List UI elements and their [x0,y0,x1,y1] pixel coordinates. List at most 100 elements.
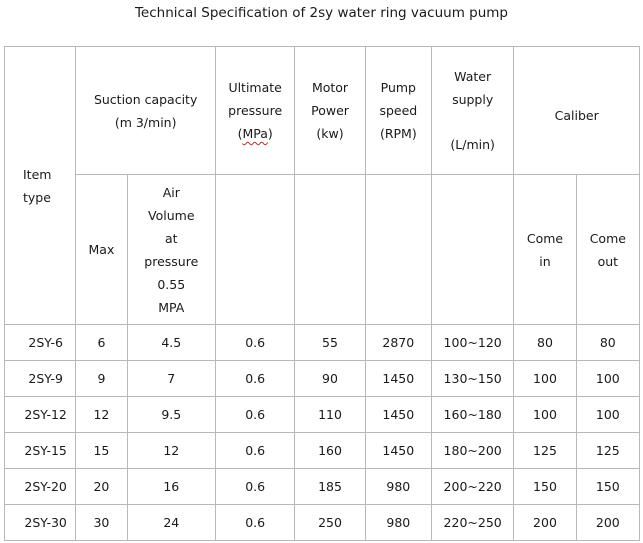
header-caliber: Caliber [513,46,640,175]
cell-max: 30 [75,504,128,541]
header-item-type: Item type [3,46,77,325]
header-suction-capacity: Suction capacity (m 3/min) [75,46,216,175]
header-air-line1: Air [162,184,180,200]
table-row: 2SY-30 30 24 0.6 250 980 220~250 200 200 [3,504,641,541]
header-motor-line2: Power [311,103,349,118]
cell-speed: 1450 [364,432,432,469]
header-speed-line2: speed [379,103,418,118]
spec-table: Item type Suction capacity (m 3/min) Ult… [3,46,641,541]
header-item-type-line1: Item [23,166,52,182]
cell-motor: 250 [294,504,366,541]
header-water-line1: Water [454,69,492,84]
cell-max: 15 [75,432,128,469]
cell-item: 2SY-6 [3,324,77,361]
header-water-unit: (L/min) [450,137,495,152]
header-come-out: Come out [575,174,641,325]
cell-speed: 2870 [364,324,432,361]
header-blank-water [430,174,515,325]
cell-come-out: 125 [575,432,641,469]
header-water-supply: Water supply (L/min) [430,46,515,175]
cell-come-in: 150 [513,468,577,505]
header-suction-capacity-line1: Suction capacity [93,91,198,107]
cell-come-out: 150 [575,468,641,505]
cell-motor: 55 [294,324,366,361]
cell-ultimate: 0.6 [214,324,296,361]
cell-motor: 185 [294,468,366,505]
table-row: 2SY-15 15 12 0.6 160 1450 180~200 125 12… [3,432,641,469]
header-ultimate-line1: Ultimate [228,80,282,95]
header-speed-line1: Pump [380,80,416,95]
cell-water: 130~150 [430,360,515,397]
cell-max: 20 [75,468,128,505]
cell-item: 2SY-30 [3,504,77,541]
cell-water: 160~180 [430,396,515,433]
header-motor-line3: (kw) [316,126,344,141]
cell-water: 100~120 [430,324,515,361]
cell-water: 180~200 [430,432,515,469]
table-row: 2SY-6 6 4.5 0.6 55 2870 100~120 80 80 [3,324,641,361]
cell-max: 9 [75,360,128,397]
cell-come-in: 80 [513,324,577,361]
table-row: 2SY-20 20 16 0.6 185 980 200~220 150 150 [3,468,641,505]
header-motor-line1: Motor [311,80,349,95]
cell-water: 200~220 [430,468,515,505]
cell-come-out: 80 [575,324,641,361]
cell-air: 9.5 [126,396,216,433]
cell-motor: 90 [294,360,366,397]
header-blank-motor [294,174,366,325]
header-ultimate-unit: (MPa) [237,126,273,141]
header-caliber-label: Caliber [554,108,599,123]
cell-speed: 1450 [364,360,432,397]
header-max: Max [75,174,128,325]
cell-air: 16 [126,468,216,505]
cell-ultimate: 0.6 [214,360,296,397]
header-water-line2: supply [452,92,494,107]
header-air-line3: at [164,230,178,246]
cell-motor: 160 [294,432,366,469]
cell-come-in: 100 [513,360,577,397]
cell-item: 2SY-20 [3,468,77,505]
header-air-line2: Volume [148,207,195,223]
cell-air: 7 [126,360,216,397]
cell-come-out: 100 [575,396,641,433]
header-suction-capacity-line2: (m 3/min) [114,114,177,130]
header-ultimate-pressure: Ultimate pressure (MPa) [214,46,296,175]
cell-ultimate: 0.6 [214,396,296,433]
header-pump-speed: Pump speed (RPM) [364,46,432,175]
cell-motor: 110 [294,396,366,433]
cell-ultimate: 0.6 [214,504,296,541]
cell-air: 24 [126,504,216,541]
header-come-out-line2: out [597,253,619,269]
header-motor-power: Motor Power (kw) [294,46,366,175]
header-row-2: Max Air Volume at pressure 0.55 MPA Come… [5,174,641,325]
header-blank-speed [364,174,432,325]
cell-item: 2SY-15 [3,432,77,469]
cell-speed: 980 [364,468,432,505]
cell-speed: 980 [364,504,432,541]
header-air-line6: MPA [158,299,185,315]
header-come-out-line1: Come [589,230,626,246]
cell-ultimate: 0.6 [214,432,296,469]
cell-ultimate: 0.6 [214,468,296,505]
cell-come-out: 200 [575,504,641,541]
header-come-in: Come in [513,174,577,325]
table-row: 2SY-9 9 7 0.6 90 1450 130~150 100 100 [3,360,641,397]
header-air-volume: Air Volume at pressure 0.55 MPA [126,174,216,325]
cell-max: 6 [75,324,128,361]
cell-come-in: 100 [513,396,577,433]
header-blank-ultimate [214,174,296,325]
header-come-in-line2: in [539,253,551,269]
header-row-1: Item type Suction capacity (m 3/min) Ult… [3,46,640,325]
cell-come-in: 200 [513,504,577,541]
cell-speed: 1450 [364,396,432,433]
header-ultimate-unit-text: MPa [242,126,268,141]
header-air-line4: pressure [144,253,199,269]
table-row: 2SY-12 12 9.5 0.6 110 1450 160~180 100 1… [3,396,641,433]
page-title: Technical Specification of 2sy water rin… [134,5,508,21]
header-come-in-line1: Come [526,230,564,246]
header-item-type-line2: type [23,189,51,205]
header-air-line5: 0.55 [157,276,186,292]
header-water-gap [435,111,510,133]
cell-item: 2SY-9 [3,360,77,397]
header-ultimate-line2: pressure [228,103,283,118]
